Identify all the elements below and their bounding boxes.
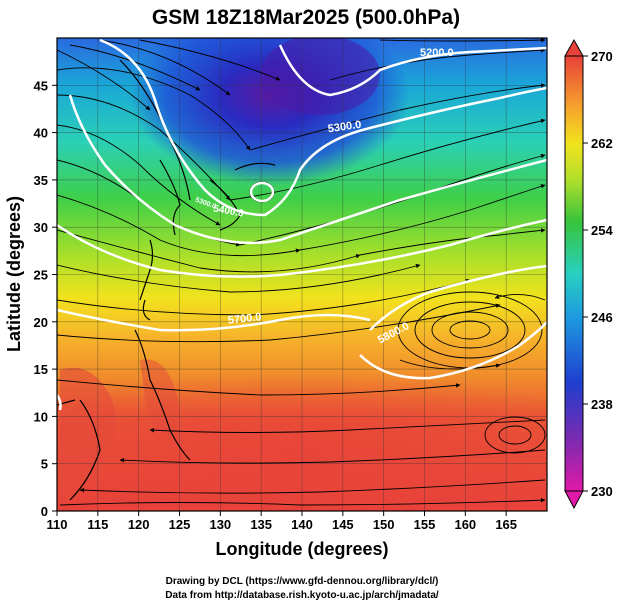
- credit-data: Data from http://database.rish.kyoto-u.a…: [165, 590, 439, 601]
- y-axis-title: Latitude (degrees): [4, 196, 24, 352]
- colorbar: 230 238 246 254 262 270: [564, 38, 613, 510]
- x-tick-label: 110: [47, 517, 68, 532]
- y-tick-label: 0: [41, 504, 48, 519]
- y-tick-label: 5: [41, 457, 48, 472]
- y-tick-label: 40: [34, 126, 48, 141]
- contour-label-5200: 5200.0: [420, 47, 454, 59]
- y-tick-label: 20: [34, 315, 48, 330]
- y-axis: 0 5 10 15 20 25 30 35 40 45: [34, 78, 57, 519]
- map-title: GSM 18Z18Mar2025 (500.0hPa): [152, 6, 460, 29]
- x-tick-label: 155: [414, 517, 436, 532]
- plot-area: 5200.0 5300.0 5400.0 5700.0 5800.0 5300.…: [57, 38, 547, 511]
- cold-core: [260, 38, 380, 115]
- colorbar-max-arrow: [564, 38, 584, 57]
- colorbar-tick-label: 246: [591, 310, 613, 325]
- coastlines: [57, 59, 276, 501]
- colorbar-tick-label: 254: [591, 223, 613, 238]
- x-tick-label: 135: [250, 517, 272, 532]
- y-tick-label: 15: [34, 362, 48, 377]
- x-axis: 110 115 120 125 130 135 140 145 150 155 160 165: [47, 511, 517, 532]
- colorbar-tick-label: 270: [591, 49, 613, 64]
- y-tick-label: 10: [34, 409, 48, 424]
- x-axis-title: Longitude (degrees): [215, 539, 388, 559]
- y-tick-label: 45: [34, 78, 48, 93]
- x-tick-label: 115: [87, 517, 108, 532]
- y-tick-label: 30: [34, 220, 48, 235]
- x-tick-label: 160: [454, 517, 476, 532]
- x-tick-label: 125: [169, 517, 191, 532]
- y-tick-label: 25: [34, 268, 48, 283]
- colorbar-bar: [564, 55, 584, 492]
- y-tick-label: 35: [34, 173, 48, 188]
- x-tick-label: 165: [495, 517, 517, 532]
- x-tick-label: 145: [332, 517, 354, 532]
- x-tick-label: 150: [373, 517, 395, 532]
- contour-label-5700: 5700.0: [227, 311, 262, 326]
- contour-label-5300: 5300.0: [327, 119, 362, 136]
- land-borneo: [60, 367, 116, 505]
- x-tick-label: 130: [209, 517, 231, 532]
- credit-drawing: Drawing by DCL (https://www.gfd-dennou.o…: [166, 576, 439, 587]
- colorbar-tick-label: 262: [591, 136, 613, 151]
- height-contours: [57, 38, 547, 411]
- colorbar-tick-label: 238: [591, 397, 613, 412]
- colorbar-tick-label: 230: [591, 484, 613, 499]
- x-tick-label: 140: [291, 517, 313, 532]
- contour-label-5400: 5400.0: [212, 203, 244, 219]
- colorbar-min-arrow: [564, 490, 584, 510]
- colorbar-ticks: 230 238 246 254 262 270: [583, 49, 613, 499]
- x-tick-label: 120: [128, 517, 150, 532]
